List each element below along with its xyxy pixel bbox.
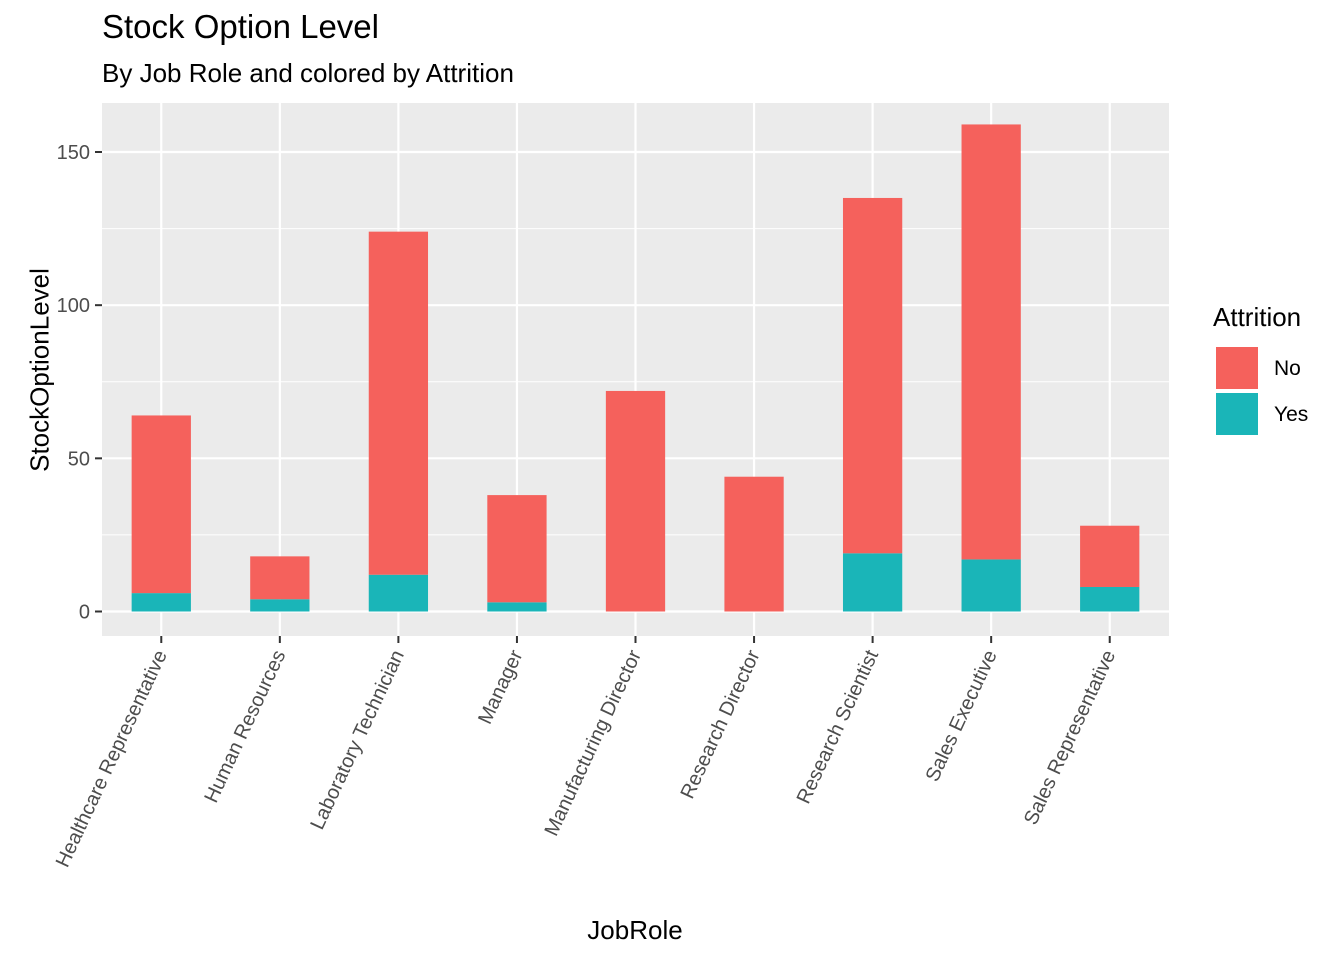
x-tick-label: Laboratory Technician	[306, 647, 408, 833]
bar-yes-7	[961, 559, 1021, 612]
x-tick-label: Manager	[474, 647, 527, 728]
bar-no-5	[724, 476, 784, 612]
bar-no-4	[605, 390, 666, 612]
chart-subtitle: By Job Role and colored by Attrition	[102, 58, 514, 88]
x-tick-label: Human Resources	[200, 647, 290, 806]
x-tick-label: Healthcare Representative	[52, 647, 172, 871]
bar-yes-1	[250, 599, 310, 612]
bar-no-0	[131, 415, 191, 594]
bar-yes-2	[368, 574, 429, 612]
bar-yes-0	[131, 593, 191, 612]
y-tick-label: 100	[57, 295, 90, 317]
y-tick-label: 50	[68, 448, 90, 470]
bar-no-8	[1080, 525, 1140, 587]
bar-no-3	[487, 495, 547, 603]
bar-yes-8	[1080, 586, 1140, 612]
x-tick-label: Sales Executive	[922, 647, 1002, 785]
bar-no-6	[842, 197, 903, 554]
bar-no-2	[368, 231, 429, 575]
legend-key-yes	[1216, 393, 1258, 435]
legend-item-no: No	[1216, 347, 1336, 391]
y-tick-label: 150	[57, 142, 90, 164]
x-tick-label: Research Scientist	[793, 646, 884, 807]
bar-no-7	[961, 124, 1021, 560]
legend-key-no	[1216, 347, 1258, 389]
legend-label-no: No	[1274, 357, 1301, 380]
x-tick-label: Manufacturing Director	[541, 647, 647, 840]
y-tick-label: 0	[79, 601, 90, 623]
legend-title: Attrition	[1213, 302, 1302, 332]
chart-title: Stock Option Level	[102, 8, 379, 45]
bar-yes-3	[487, 602, 547, 612]
x-tick-label: Research Director	[677, 647, 765, 803]
x-tick-label: Sales Representative	[1020, 647, 1120, 829]
x-axis-label: JobRole	[587, 915, 683, 945]
legend-label-yes: Yes	[1274, 403, 1309, 426]
bar-yes-6	[842, 553, 903, 612]
bar-no-1	[250, 556, 310, 600]
legend-item-yes: Yes	[1216, 393, 1336, 437]
